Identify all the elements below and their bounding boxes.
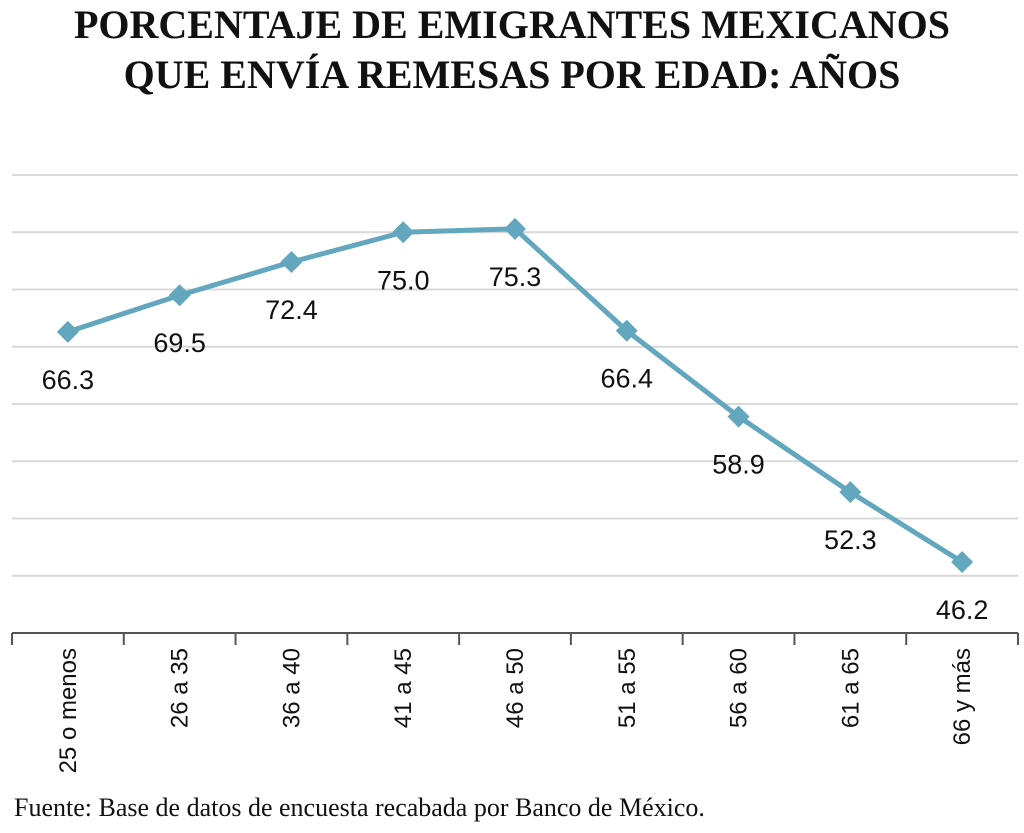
x-tick-label: 66 y más bbox=[949, 648, 976, 745]
marker bbox=[392, 221, 415, 244]
data-label: 66.3 bbox=[42, 365, 95, 395]
x-tick-label: 51 a 55 bbox=[614, 648, 641, 728]
chart-title: QUE ENVÍA REMESAS POR EDAD: AÑOS bbox=[124, 52, 901, 97]
data-label: 75.0 bbox=[377, 265, 430, 295]
data-label: 46.2 bbox=[936, 595, 989, 625]
x-tick-label: 26 a 35 bbox=[167, 648, 194, 728]
data-label: 58.9 bbox=[712, 450, 765, 480]
marker bbox=[168, 284, 191, 307]
x-tick-label: 56 a 60 bbox=[726, 648, 753, 728]
marker bbox=[951, 551, 974, 574]
marker bbox=[727, 405, 750, 428]
data-label: 72.4 bbox=[265, 295, 318, 325]
marker bbox=[615, 319, 638, 342]
x-tick-label: 61 a 65 bbox=[837, 648, 864, 728]
marker bbox=[504, 217, 526, 240]
data-label: 52.3 bbox=[824, 525, 877, 555]
source-note: Fuente: Base de datos de encuesta recaba… bbox=[14, 793, 705, 822]
x-tick-label: 36 a 40 bbox=[278, 648, 305, 728]
data-label: 66.4 bbox=[600, 364, 653, 394]
x-tick-label: 41 a 45 bbox=[390, 648, 417, 728]
x-tick-label: 46 a 50 bbox=[502, 648, 529, 728]
marker bbox=[280, 251, 303, 274]
marker bbox=[56, 320, 79, 343]
data-label: 69.5 bbox=[153, 328, 206, 358]
data-label: 75.3 bbox=[489, 262, 542, 292]
chart-title: PORCENTAJE DE EMIGRANTES MEXICANOS bbox=[74, 2, 950, 47]
marker bbox=[839, 481, 862, 504]
x-tick-label: 25 o menos bbox=[55, 648, 82, 773]
